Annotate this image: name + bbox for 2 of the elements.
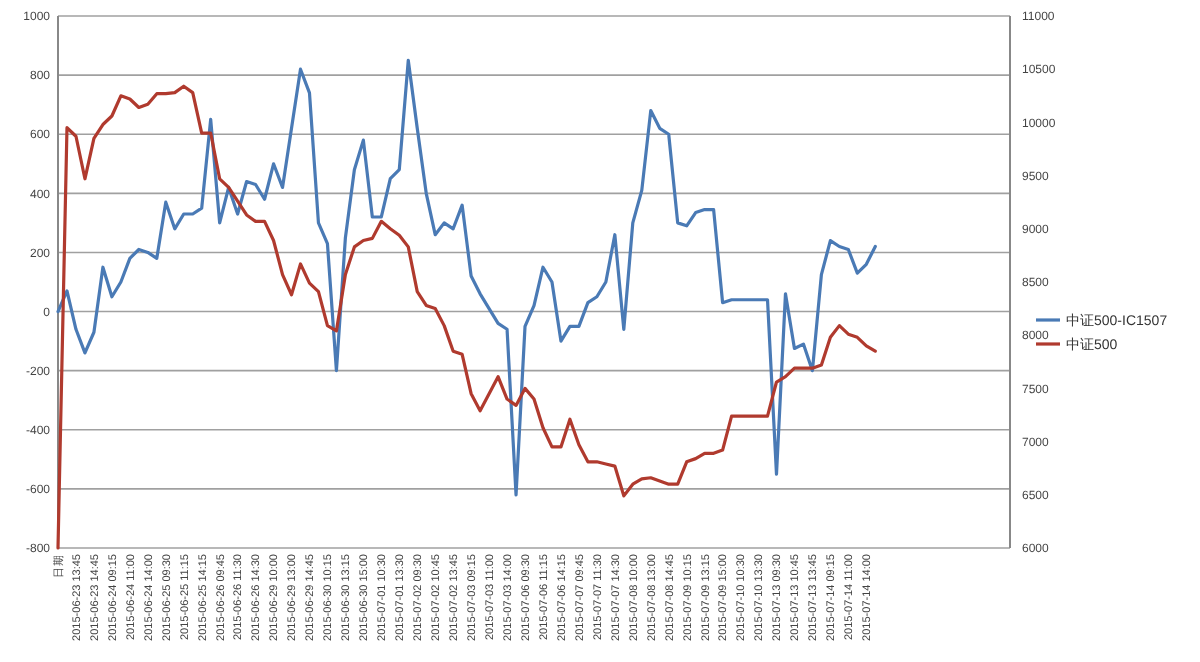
line-series <box>56 58 877 497</box>
line-series <box>56 84 877 550</box>
